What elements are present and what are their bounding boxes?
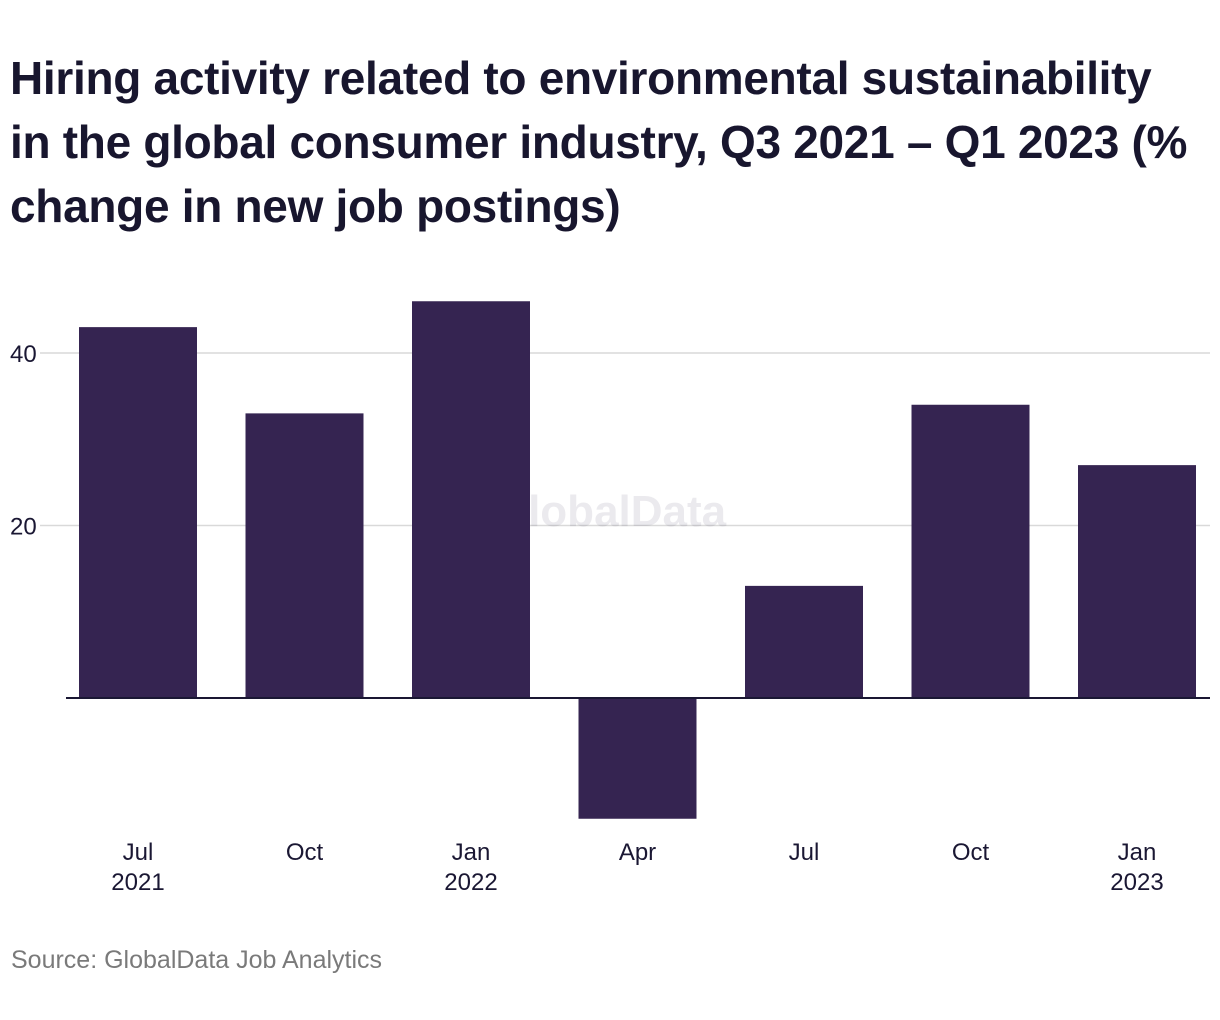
x-tick-year: 2021 bbox=[111, 869, 164, 896]
bar-6 bbox=[1078, 465, 1196, 698]
x-axis-ticks: Jul 2021 Oct Jan 2022 Apr Jul Oct Jan 2023 bbox=[111, 839, 1163, 896]
x-tick-month: Jul bbox=[123, 839, 154, 866]
y-tick-label: 40 bbox=[10, 341, 37, 368]
bars bbox=[79, 301, 1196, 819]
bar-4 bbox=[745, 585, 863, 698]
x-tick-month: Jan bbox=[452, 839, 491, 866]
bar-2 bbox=[412, 301, 530, 698]
y-tick-label: 20 bbox=[10, 514, 37, 541]
x-tick-month: Oct bbox=[286, 839, 324, 866]
bar-1 bbox=[245, 413, 364, 698]
x-tick-month: Jan bbox=[1118, 839, 1157, 866]
watermark-logo: GlobalData bbox=[494, 487, 727, 536]
x-tick-month: Apr bbox=[619, 839, 656, 866]
bar-3 bbox=[578, 698, 697, 819]
x-tick-month: Jul bbox=[789, 839, 820, 866]
x-tick-year: 2022 bbox=[444, 869, 497, 896]
chart-title: Hiring activity related to environmental… bbox=[10, 52, 1188, 232]
bar-0 bbox=[79, 327, 197, 698]
x-tick-year: 2023 bbox=[1110, 869, 1163, 896]
bar-5 bbox=[911, 404, 1030, 698]
source-note: Source: GlobalData Job Analytics bbox=[11, 946, 383, 974]
x-tick-month: Oct bbox=[952, 839, 990, 866]
